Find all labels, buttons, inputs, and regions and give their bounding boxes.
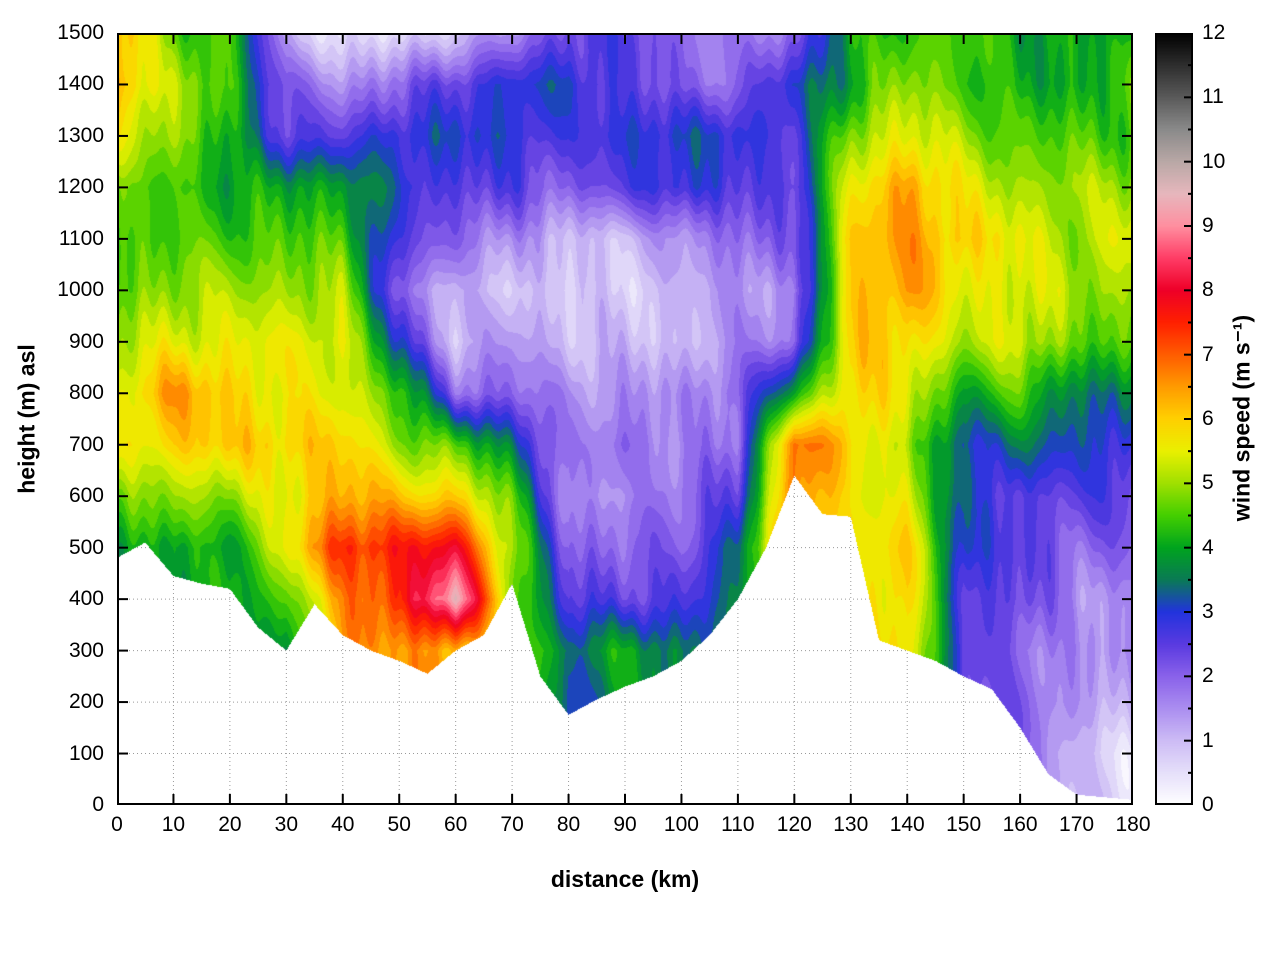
x-tick-label: 90	[613, 813, 637, 836]
y-tick-label: 300	[68, 638, 104, 662]
y-tick-label: 1100	[58, 226, 104, 250]
axis-frame	[117, 33, 1133, 805]
x-axis-title: distance (km)	[550, 866, 700, 892]
x-tick-label: 60	[443, 813, 468, 836]
x-tick-label: 150	[946, 813, 982, 836]
x-tick-label: 180	[1115, 813, 1151, 836]
x-tick-label: 130	[833, 813, 869, 836]
colorbar-tick-label: 8	[1202, 278, 1214, 302]
y-axis-title: height (m) asl	[13, 344, 40, 494]
x-tick-label: 100	[663, 813, 699, 836]
x-tick-label: 0	[111, 813, 123, 836]
colorbar-tick-label: 3	[1202, 600, 1214, 623]
colorbar-frame	[1155, 33, 1193, 805]
y-tick-label: 1500	[57, 21, 104, 44]
colorbar-tick-label: 12	[1202, 21, 1226, 44]
x-tick-label: 170	[1059, 813, 1095, 836]
x-tick-label: 10	[161, 813, 186, 836]
colorbar-tick-label: 2	[1202, 664, 1214, 688]
x-tick-label: 160	[1002, 813, 1038, 836]
plot-area	[117, 33, 1133, 805]
colorbar-tick-label: 11	[1202, 85, 1224, 109]
colorbar-tick-label: 1	[1202, 728, 1214, 752]
y-tick-label: 600	[68, 484, 104, 508]
y-tick-label: 1200	[57, 175, 104, 199]
y-tick-label: 700	[68, 432, 104, 456]
colorbar-tick-label: 7	[1202, 342, 1214, 366]
colorbar-tick-label: 10	[1202, 149, 1226, 173]
x-tick-label: 70	[500, 813, 524, 836]
y-tick-label: 1000	[57, 278, 104, 302]
y-tick-label: 500	[68, 535, 104, 559]
x-tick-label: 140	[889, 813, 925, 836]
colorbar-title: wind speed (m s⁻¹)	[1228, 314, 1255, 522]
x-tick-label: 110	[721, 813, 755, 836]
y-tick-label: 900	[68, 329, 104, 353]
y-tick-label: 0	[92, 793, 104, 816]
x-tick-label: 50	[387, 813, 411, 836]
y-tick-label: 100	[68, 741, 104, 765]
y-tick-label: 200	[68, 690, 104, 714]
colorbar-tick-label: 6	[1202, 407, 1214, 430]
colorbar-tick-label: 4	[1202, 535, 1214, 559]
heatmap-canvas	[117, 33, 1133, 805]
x-tick-label: 40	[331, 813, 355, 836]
colorbar-tick-label: 5	[1202, 471, 1214, 495]
colorbar-tick-label: 9	[1202, 214, 1214, 237]
y-tick-label: 1400	[57, 72, 104, 96]
colorbar-tick-label: 0	[1202, 793, 1214, 816]
y-tick-label: 800	[68, 381, 104, 405]
x-tick-label: 80	[556, 813, 581, 836]
y-tick-label: 1300	[57, 123, 104, 147]
x-tick-label: 120	[776, 813, 812, 836]
colorbar	[1155, 33, 1193, 805]
x-tick-label: 30	[274, 813, 298, 836]
y-tick-label: 400	[68, 587, 104, 611]
x-tick-label: 20	[218, 813, 242, 836]
